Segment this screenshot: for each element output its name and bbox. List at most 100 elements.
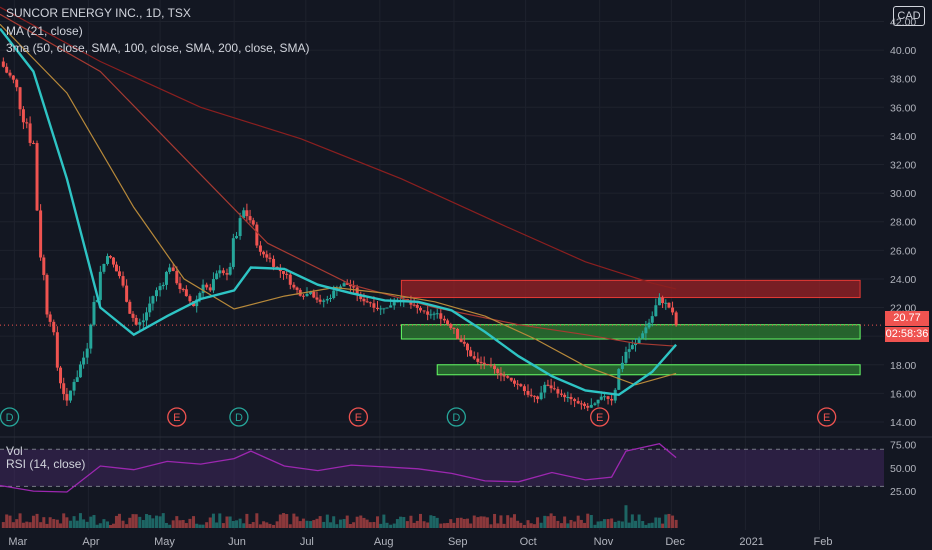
candle-body [624, 351, 628, 363]
candle-body [8, 72, 12, 76]
candle-body [52, 321, 56, 333]
volume-bar [15, 519, 19, 528]
volume-bar [168, 524, 172, 528]
candle-body [258, 245, 262, 252]
volume-bar [262, 521, 266, 528]
candle-body [654, 305, 658, 317]
candle-body [111, 257, 115, 265]
candle-body [238, 218, 242, 237]
candle-body [452, 327, 456, 330]
volume-bar [422, 521, 426, 528]
candle-body [667, 302, 671, 308]
candle-body [305, 293, 309, 297]
candle-body [42, 257, 46, 275]
candle-body [262, 251, 266, 255]
x-tick-label: Oct [520, 536, 537, 548]
volume-bar [382, 514, 386, 528]
candle-body [1, 61, 5, 67]
candle-body [45, 274, 49, 315]
volume-bar [184, 523, 188, 528]
volume-bar [352, 522, 356, 528]
candle-body [596, 399, 600, 404]
volume-bar [128, 517, 132, 528]
candle-body [184, 289, 188, 297]
ma50-line [0, 23, 677, 386]
candle-body [265, 254, 269, 258]
volume-bar [365, 519, 369, 528]
candle-body [82, 357, 86, 365]
volume-bar [617, 520, 621, 528]
volume-bar [399, 516, 403, 528]
volume-bar [415, 520, 419, 528]
candle-body [201, 284, 205, 294]
candle-body [128, 301, 132, 314]
volume-bar [342, 519, 346, 528]
candle-body [671, 307, 675, 313]
volume-bar [145, 514, 149, 528]
y-tick-label: 24.00 [890, 274, 916, 286]
price-zones [0, 279, 884, 376]
volume-bar [48, 517, 52, 528]
candle-body [637, 338, 641, 344]
candle-body [65, 394, 69, 401]
candle-body [432, 313, 436, 315]
volume-bar [432, 515, 436, 528]
x-tick-label: 2021 [739, 536, 763, 548]
volume-bar [111, 523, 115, 528]
volume-bar [258, 524, 262, 528]
volume-bar [509, 517, 513, 528]
volume-bar [418, 513, 422, 528]
candle-body [102, 263, 106, 272]
volume-bar [641, 521, 645, 528]
volume-bar [18, 513, 22, 528]
candle-body [422, 310, 426, 312]
volume-bar [282, 513, 286, 528]
candle-body [664, 302, 668, 304]
volume-bar [275, 521, 279, 528]
y-tick-label: 34.00 [890, 131, 916, 143]
volume-bar [161, 513, 165, 528]
volume-bar [335, 524, 339, 528]
volume-bar [385, 522, 389, 528]
volume-bar [295, 516, 299, 528]
volume-bar [449, 519, 453, 528]
volume-bar [552, 515, 556, 528]
volume-bar [82, 519, 86, 528]
volume-bar [637, 514, 641, 528]
volume-bar [315, 518, 319, 528]
candle-body [529, 394, 533, 396]
ma3-legend: 3ma (50, close, SMA, 100, close, SMA, 20… [6, 41, 310, 55]
volume-bar [529, 523, 533, 528]
volume-bar [429, 515, 433, 528]
candle-body [242, 210, 246, 219]
candle-body [228, 266, 232, 275]
volume-bar [532, 524, 536, 528]
event-E-circle [348, 407, 369, 427]
candle-body [288, 274, 292, 285]
volume-bar [496, 523, 500, 528]
volume-bar [506, 515, 510, 528]
candle-body [459, 338, 463, 342]
x-tick-label: Apr [82, 536, 99, 548]
volume-bar [345, 515, 349, 528]
volume-bar [389, 524, 393, 528]
candle-body [11, 75, 15, 80]
volume-bar [192, 516, 196, 528]
y-tick-label: 32.00 [890, 160, 916, 172]
event-E-circle [590, 407, 610, 427]
volume-bar [89, 516, 93, 528]
candle-body [329, 297, 333, 299]
volume-bar [482, 516, 486, 528]
candle-body [109, 256, 112, 258]
candle-body [543, 384, 547, 393]
volume-bar [151, 518, 155, 528]
volume-bar [131, 514, 135, 528]
candle-body [415, 304, 419, 308]
volume-bar [125, 524, 129, 528]
candle-body [89, 324, 93, 349]
currency-badge[interactable]: CAD [893, 6, 925, 26]
candle-body [630, 345, 634, 350]
volume-bar [205, 522, 209, 528]
volume-bar [265, 522, 269, 528]
volume-bar [435, 517, 439, 528]
